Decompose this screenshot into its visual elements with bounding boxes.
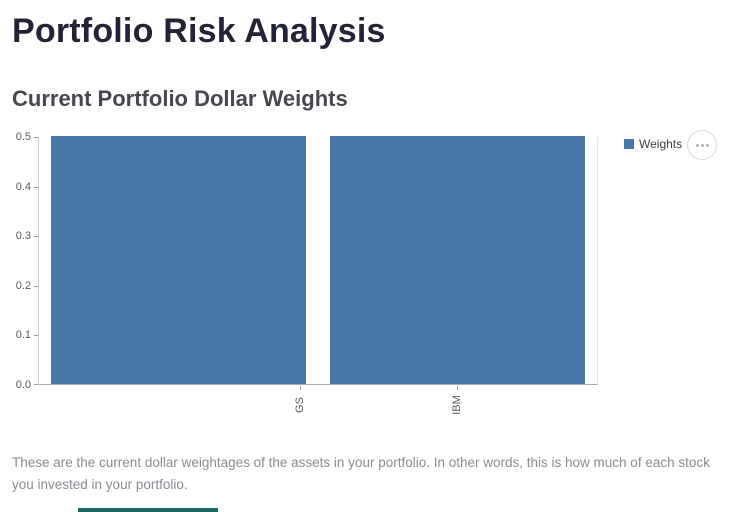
cutoff-element-top-edge xyxy=(78,508,218,512)
ellipsis-icon xyxy=(700,143,704,147)
y-tick-label: 0.2 xyxy=(15,279,31,292)
ellipsis-icon xyxy=(695,143,699,147)
y-tick-label: 0.1 xyxy=(15,329,31,342)
ellipsis-icon xyxy=(705,143,709,147)
y-tick-mark xyxy=(34,236,38,238)
bar-gs[interactable] xyxy=(50,136,307,384)
y-tick-label: 0.4 xyxy=(15,180,31,193)
legend-label: Weights xyxy=(639,137,683,151)
page-title: Portfolio Risk Analysis xyxy=(12,12,386,50)
x-tick-label: IBM xyxy=(450,395,463,415)
chart-description: These are the current dollar weightages … xyxy=(12,455,710,493)
x-tick-mark xyxy=(300,386,302,390)
legend-swatch xyxy=(624,139,634,149)
y-tick-mark xyxy=(34,137,38,138)
y-tick-mark xyxy=(34,285,38,287)
chart-title: Current Portfolio Dollar Weights xyxy=(12,86,348,111)
x-tick-label: GS xyxy=(294,397,307,413)
y-tick-mark xyxy=(34,186,38,188)
y-axis: 0.0 0.1 0.2 0.3 0.4 0.5 xyxy=(0,131,38,391)
y-tick-label: 0.0 xyxy=(15,379,31,391)
y-tick-label: 0.3 xyxy=(15,230,31,243)
y-tick-label: 0.5 xyxy=(15,131,31,143)
legend: Weights xyxy=(624,137,682,151)
y-tick-mark xyxy=(34,384,38,385)
y-tick-mark xyxy=(34,335,38,337)
x-tick-mark xyxy=(456,386,458,390)
bar-chart-plot[interactable] xyxy=(38,136,598,385)
more-options-button[interactable] xyxy=(687,130,717,160)
x-axis: GS IBM xyxy=(38,386,598,422)
bar-ibm[interactable] xyxy=(329,136,586,384)
